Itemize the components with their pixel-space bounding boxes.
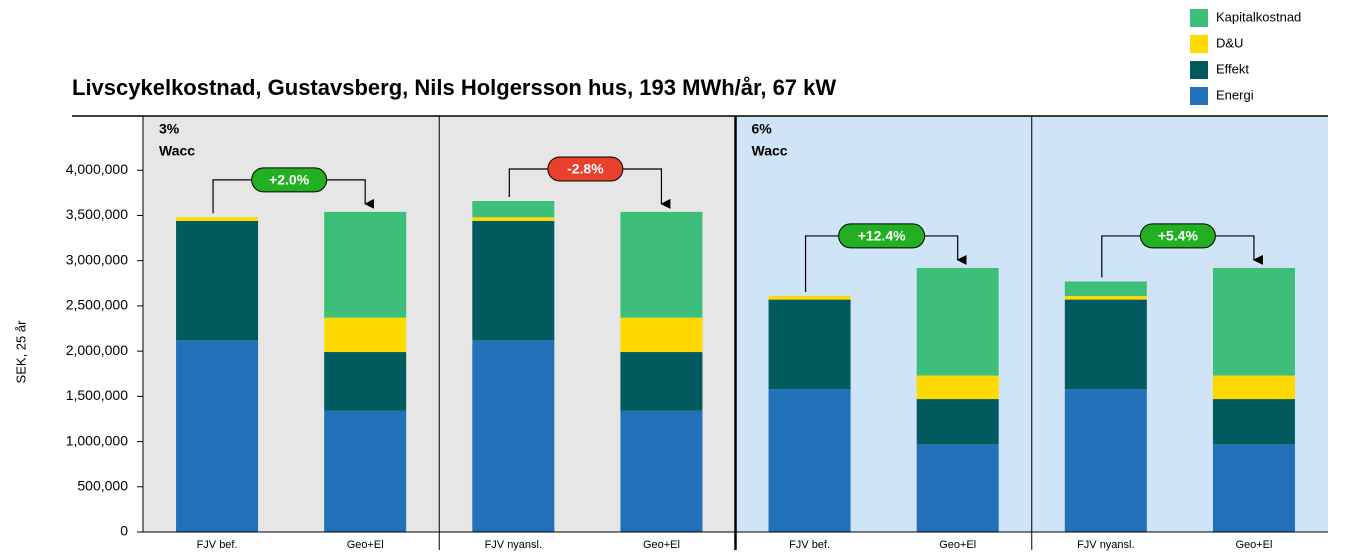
bar-segment xyxy=(472,201,555,218)
annotation-pill xyxy=(1139,223,1216,249)
annotation-pill xyxy=(251,167,328,193)
legend-label: Kapitalkostnad xyxy=(1216,9,1301,24)
panel-label: 3% xyxy=(159,121,180,137)
annotation-text: -2.8% xyxy=(567,161,604,177)
y-tick-label: 0 xyxy=(120,523,128,539)
y-tick-label: 500,000 xyxy=(77,477,128,493)
chart-title: Livscykelkostnad, Gustavsberg, Nils Holg… xyxy=(72,75,836,100)
bar-segment xyxy=(620,352,703,411)
bar-segment xyxy=(620,410,703,532)
x-tick-label: FJV bef. xyxy=(789,539,830,551)
y-tick-label: 2,500,000 xyxy=(66,297,128,313)
bar-segment xyxy=(472,220,555,341)
bar-segment xyxy=(176,220,259,341)
bar-segment xyxy=(916,444,999,532)
bar-segment xyxy=(916,267,999,376)
legend-swatch xyxy=(1190,35,1208,53)
bar-segment xyxy=(324,352,407,411)
bar-segment xyxy=(1064,299,1147,390)
y-tick-label: 4,000,000 xyxy=(66,161,128,177)
bar-segment xyxy=(176,340,259,532)
bar-segment xyxy=(324,410,407,532)
x-tick-label: Geo+El xyxy=(643,539,680,551)
panel-sublabel: Wacc xyxy=(752,143,788,159)
bar-segment xyxy=(472,340,555,532)
x-tick-label: Geo+El xyxy=(347,539,384,551)
panel-label: 6% xyxy=(752,121,773,137)
annotation-text: +2.0% xyxy=(269,172,310,188)
bar-segment xyxy=(324,317,407,353)
annotation-pill xyxy=(547,156,624,182)
bar-segment xyxy=(1212,399,1295,445)
x-tick-label: Geo+El xyxy=(939,539,976,551)
bar-segment xyxy=(1212,375,1295,400)
bar-segment xyxy=(1212,267,1295,376)
x-tick-label: Geo+El xyxy=(1235,539,1272,551)
bar-segment xyxy=(620,317,703,353)
annotation-text: +5.4% xyxy=(1158,228,1199,244)
x-tick-label: FJV bef. xyxy=(197,539,238,551)
bar-segment xyxy=(768,299,851,390)
y-tick-label: 2,000,000 xyxy=(66,342,128,358)
y-tick-label: 3,500,000 xyxy=(66,206,128,222)
legend-swatch xyxy=(1190,87,1208,105)
x-tick-label: FJV nyansl. xyxy=(485,539,542,551)
bar-segment xyxy=(768,295,851,300)
bar-segment xyxy=(1212,444,1295,532)
legend-swatch xyxy=(1190,9,1208,27)
bar-segment xyxy=(1064,389,1147,532)
annotation-text: +12.4% xyxy=(858,228,906,244)
legend-label: D&U xyxy=(1216,35,1243,50)
bar-segment xyxy=(916,399,999,445)
bar-segment xyxy=(324,211,407,318)
bar-segment xyxy=(916,375,999,400)
legend-label: Energi xyxy=(1216,87,1254,102)
legend-swatch xyxy=(1190,61,1208,79)
bar-segment xyxy=(768,389,851,532)
bar-segment xyxy=(1064,295,1147,300)
bar-segment xyxy=(1064,281,1147,296)
bar-segment xyxy=(472,217,555,221)
x-tick-label: FJV nyansl. xyxy=(1077,539,1134,551)
panel-sublabel: Wacc xyxy=(159,143,195,159)
y-tick-label: 1,500,000 xyxy=(66,387,128,403)
bar-segment xyxy=(176,217,259,221)
y-tick-label: 1,000,000 xyxy=(66,432,128,448)
bar-segment xyxy=(620,211,703,318)
legend-label: Effekt xyxy=(1216,61,1249,76)
y-tick-label: 3,000,000 xyxy=(66,251,128,267)
y-axis-label: SEK, 25 år xyxy=(13,320,28,384)
annotation-pill xyxy=(838,223,926,249)
